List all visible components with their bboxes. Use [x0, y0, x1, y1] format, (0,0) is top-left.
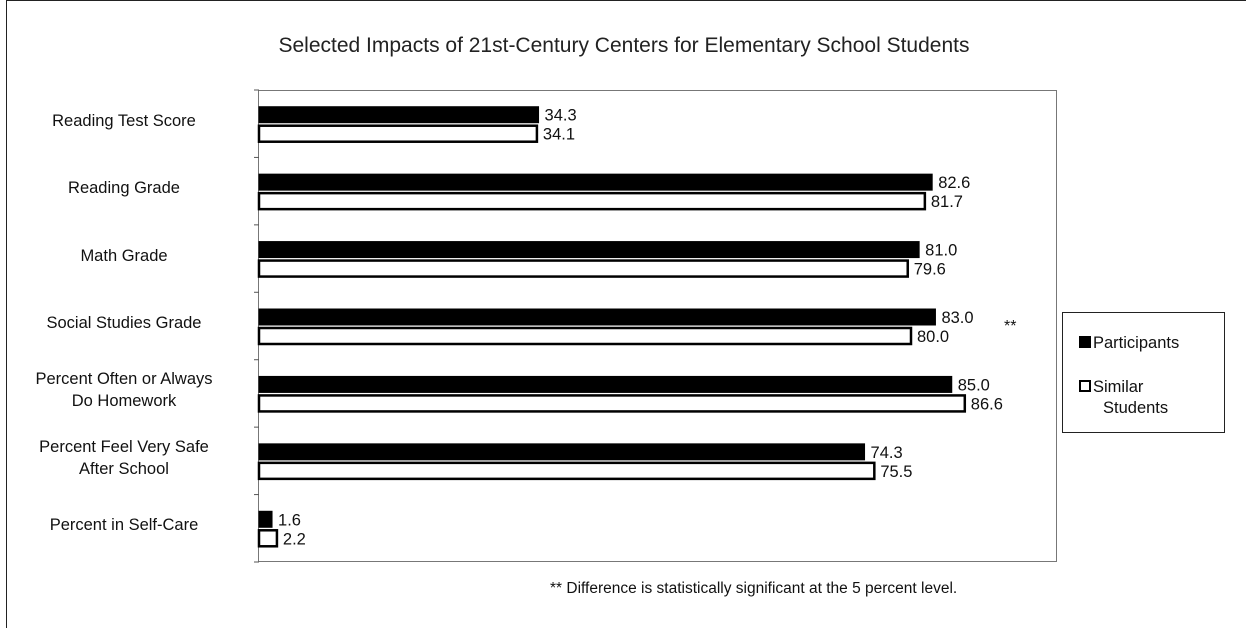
category-label-line: Percent in Self-Care: [49, 516, 199, 535]
category-label: Percent Often or Always Do Homework: [4, 368, 244, 412]
bar-similar-students: [257, 191, 927, 211]
category-label-line: Percent Often or Always: [35, 370, 213, 389]
data-label: 81.0: [925, 242, 957, 260]
category-label-line: Reading Test Score: [52, 111, 196, 130]
data-label: 80.0: [917, 328, 949, 346]
legend-item-participants: Participants: [1079, 333, 1179, 354]
bar-similar-students: [257, 394, 967, 413]
bar-participants: [258, 173, 933, 191]
bar-participants: [258, 375, 953, 393]
footnote: ** Difference is statistically significa…: [550, 580, 958, 597]
legend-item-similar-students: Similar Students: [1079, 377, 1193, 419]
data-label: 34.3: [545, 107, 577, 125]
legend-label-line: Students: [1103, 399, 1169, 417]
category-label: Math Grade: [4, 245, 244, 267]
data-label: 34.1: [543, 126, 575, 144]
data-label: 83.0: [941, 309, 973, 327]
bar-similar-students: [257, 326, 913, 346]
category-label: Reading Grade: [4, 177, 244, 199]
bar-participants: [258, 510, 273, 528]
legend-swatch-participants: [1079, 336, 1091, 348]
category-label: Percent in Self-Care: [4, 514, 244, 536]
category-label: Social Studies Grade: [4, 312, 244, 334]
legend: Participants Similar Students: [1062, 312, 1225, 433]
bar-similar-students: [257, 124, 539, 143]
bar-participants: [258, 308, 936, 326]
bar-participants: [258, 106, 540, 124]
bar-similar-students: [257, 461, 876, 481]
legend-label-similar-students: Similar Students: [1093, 377, 1193, 419]
data-label: 86.6: [971, 395, 1003, 413]
bar-participants: [258, 241, 920, 259]
data-label: 75.5: [880, 463, 912, 481]
category-label: Percent Feel Very Safe After School: [4, 436, 244, 480]
significance-marker: **: [1004, 318, 1017, 335]
category-label-line: Social Studies Grade: [46, 314, 202, 332]
chart-title: Selected Impacts of 21st-Century Centers…: [278, 34, 970, 57]
data-label: 2.2: [283, 530, 306, 548]
legend-swatch-similar-students: [1079, 380, 1091, 392]
data-label: 79.6: [914, 261, 946, 279]
legend-label-line: Similar: [1093, 378, 1144, 396]
category-label-line: Do Homework: [71, 392, 177, 411]
category-label: Reading Test Score: [4, 110, 244, 132]
data-label: 74.3: [871, 444, 903, 462]
data-label: 85.0: [958, 376, 990, 394]
legend-label-participants: Participants: [1093, 334, 1180, 352]
category-label-line: Reading Grade: [68, 179, 180, 198]
category-label-line: After School: [79, 459, 169, 478]
chart-frame: [6, 0, 1246, 628]
data-label: 1.6: [278, 511, 301, 529]
bar-similar-students: [257, 529, 279, 548]
bar-similar-students: [257, 259, 909, 278]
plot-area: [258, 90, 1057, 562]
category-label-line: Percent Feel Very Safe: [39, 437, 209, 456]
data-label: 82.6: [938, 174, 970, 192]
bar-participants: [258, 443, 866, 461]
category-label-line: Math Grade: [80, 246, 168, 265]
data-label: 81.7: [931, 193, 963, 211]
